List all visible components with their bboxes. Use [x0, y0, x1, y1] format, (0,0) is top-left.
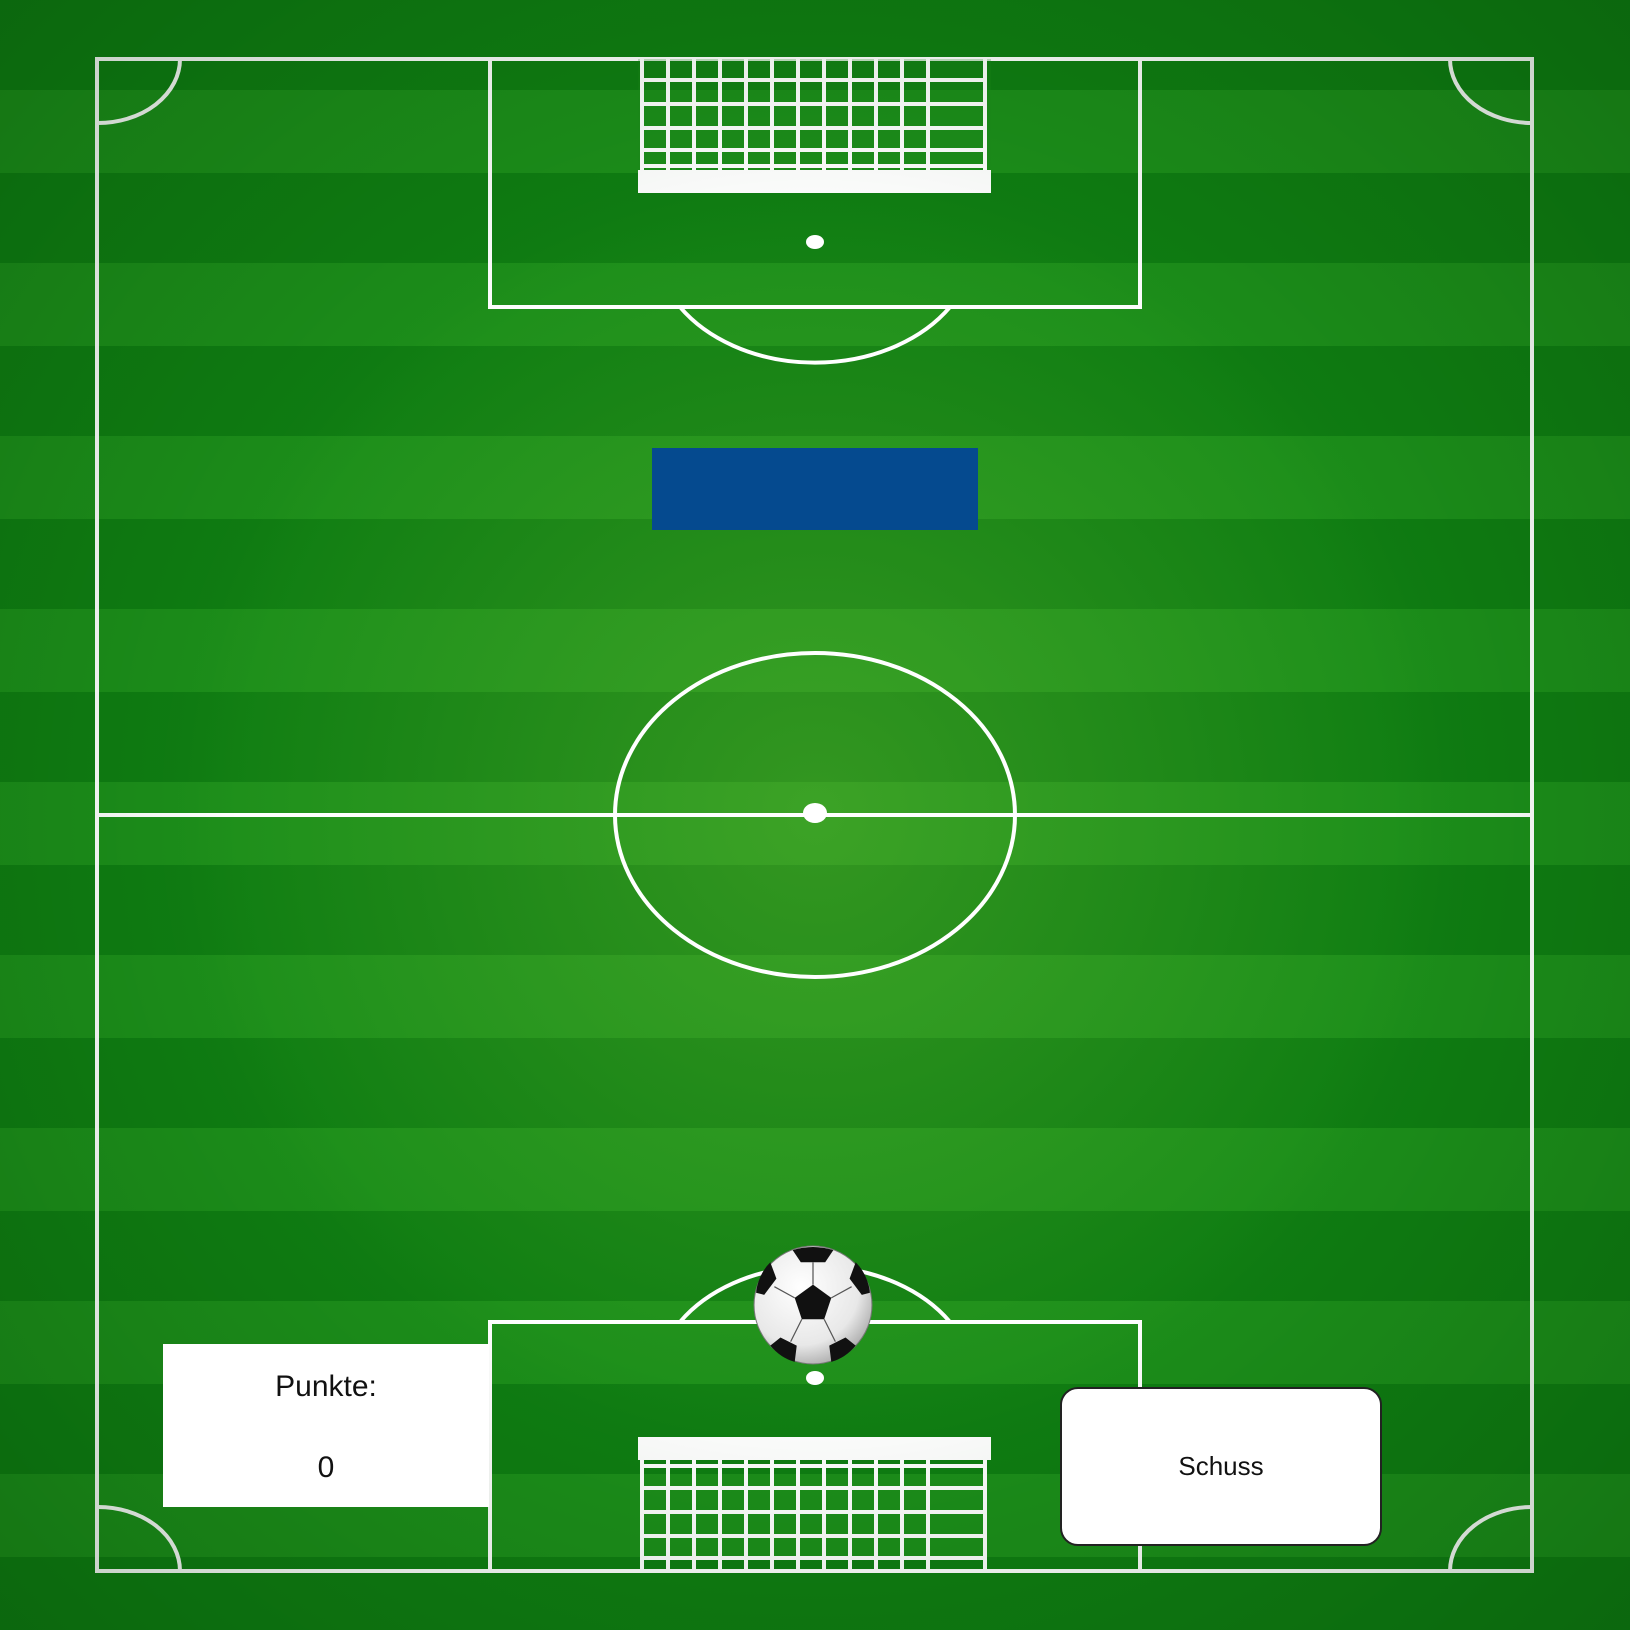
- corner-arc-bottom-right: [1448, 1505, 1533, 1572]
- score-panel: Punkte: 0: [163, 1344, 489, 1507]
- bottom-goal: [638, 1437, 991, 1571]
- score-label: Punkte:: [275, 1370, 377, 1403]
- score-value: 0: [317, 1451, 335, 1484]
- bottom-penalty-spot: [806, 1371, 824, 1385]
- top-penalty-spot: [806, 235, 824, 249]
- top-penalty-area: [488, 57, 1142, 309]
- corner-arc-bottom-left: [96, 1504, 182, 1572]
- soccer-ball-icon[interactable]: [752, 1244, 874, 1366]
- top-goal: [638, 59, 991, 193]
- top-goal-line-bar: [638, 170, 991, 193]
- corner-arc-top-right: [1448, 58, 1533, 125]
- center-circle: [613, 651, 1017, 979]
- goalkeeper-block: [652, 448, 978, 530]
- top-penalty-arc: [678, 305, 952, 365]
- corner-arc-top-left: [96, 58, 182, 126]
- shoot-button[interactable]: Schuss: [1060, 1387, 1382, 1546]
- bottom-goal-line-bar: [638, 1437, 991, 1460]
- center-spot: [803, 803, 827, 823]
